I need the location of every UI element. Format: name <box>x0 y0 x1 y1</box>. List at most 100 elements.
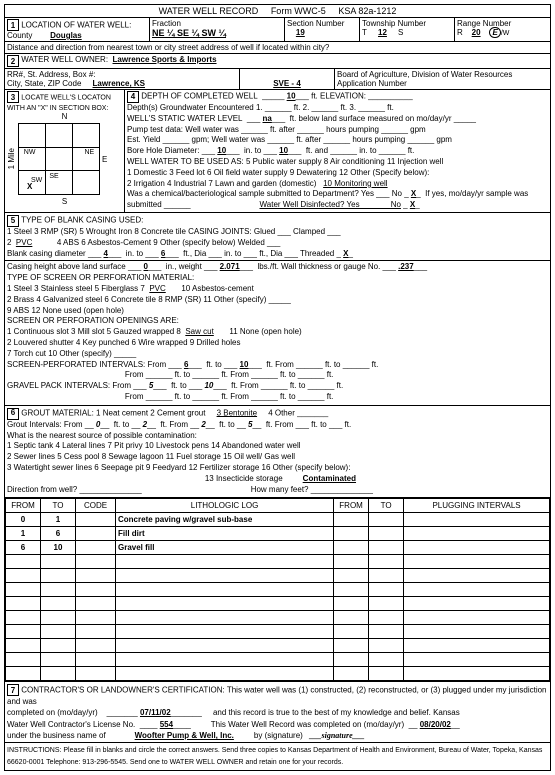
other-grout: 4 Other _______ <box>268 408 328 417</box>
table-cell <box>404 653 550 667</box>
gi-a: 0 <box>96 420 100 429</box>
table-cell: 6 <box>41 527 76 541</box>
r1: 1 Steel 3 RMP (SR) 5 Wrought Iron 8 Conc… <box>7 227 341 236</box>
table-cell <box>404 625 550 639</box>
r3x: X <box>343 249 348 258</box>
form-container: WATER WELL RECORD Form WWC-5 KSA 82a-121… <box>4 4 551 771</box>
table-row: 01Concrete paving w/gravel sub-base <box>6 513 550 527</box>
table-cell <box>41 555 76 569</box>
table-cell <box>76 653 116 667</box>
o3: 7 Torch cut 10 Other (specify) _____ <box>7 349 136 358</box>
gi-d: ft. From <box>160 420 188 429</box>
table-cell <box>41 583 76 597</box>
l5a: Bore Hole Diameter: <box>127 146 199 155</box>
nw: NW <box>24 149 36 156</box>
frac-val: NE ¼ SE ¼ SW ¼ <box>152 28 226 38</box>
r3a: Blank casing diameter <box>7 249 86 258</box>
howmany: How many feet? ______________ <box>251 485 373 494</box>
sec7-num: 7 <box>7 684 19 696</box>
gi-h: ft. From ___ ft. to ___ ft. <box>266 420 351 429</box>
table-cell <box>116 667 334 681</box>
table-cell <box>76 639 116 653</box>
spi-a: 6 <box>184 360 188 369</box>
gi-c: 2 <box>143 420 147 429</box>
table-cell <box>404 541 550 555</box>
sw: SW <box>31 177 42 184</box>
table-cell <box>404 667 550 681</box>
rec-text: This Water Well Record was completed on … <box>211 720 404 729</box>
l9b: If yes, mo/day/yr sample was <box>425 189 528 198</box>
twp-t: T <box>362 28 367 37</box>
l8b: 10 Monitoring well <box>323 179 387 188</box>
table-cell: Fill dirt <box>116 527 334 541</box>
r4f: .237 <box>398 262 414 271</box>
owner-val: Lawrence Sports & Imports <box>113 55 217 67</box>
table-cell <box>116 583 334 597</box>
table-cell <box>334 667 369 681</box>
table-row: 16Fill dirt <box>6 527 550 541</box>
location-grid[interactable]: NW NE SW SE X <box>18 123 100 195</box>
table-cell <box>6 555 41 569</box>
mile-lbl: 1 Mile <box>7 148 16 169</box>
o1c: 11 None (open hole) <box>229 327 301 336</box>
o2: 2 Louvered shutter 4 Key punched 6 Wire … <box>7 338 240 347</box>
l5e: ft. and ______ in. to ______ ft. <box>306 146 415 155</box>
table-cell <box>76 667 116 681</box>
r4d: 2.071 <box>220 262 240 271</box>
sec4-num: 4 <box>127 91 139 103</box>
c3b: 13 Insecticide storage <box>205 474 283 483</box>
gi-g: 5 <box>248 420 252 429</box>
county-lbl: County <box>7 31 32 40</box>
table-cell <box>334 583 369 597</box>
county-val: Douglas <box>50 31 82 40</box>
spi-d: ft. From ______ ft. to ______ ft. <box>266 360 378 369</box>
table-cell <box>369 583 404 597</box>
ft-elev: ft. ELEVATION: <box>311 92 366 101</box>
sec5-label: TYPE OF BLANK CASING USED: <box>21 216 143 225</box>
table-cell <box>369 513 404 527</box>
table-cell <box>334 527 369 541</box>
sec2-num: 2 <box>7 55 19 67</box>
l5d: 10 <box>279 146 288 155</box>
spi2: From ______ ft. to ______ ft. From _____… <box>125 370 334 379</box>
l8a: 2 Irrigation 4 Industrial 7 Lawn and gar… <box>127 179 316 188</box>
r4a: Casing height above land surface <box>7 262 126 271</box>
table-cell <box>76 555 116 569</box>
table-cell <box>116 611 334 625</box>
bus-lbl: under the business name of <box>7 731 106 740</box>
log-header: PLUGGING INTERVALS <box>404 499 550 513</box>
table-cell <box>334 625 369 639</box>
rr-lbl: RR#, St. Address, Box #: <box>7 70 95 79</box>
table-cell <box>76 611 116 625</box>
c1: 1 Septic tank 4 Lateral lines 7 Pit priv… <box>7 441 301 450</box>
x-mark: X <box>27 182 32 191</box>
l6: WELL WATER TO BE USED AS: 5 Public water… <box>127 157 443 166</box>
dir-from: Direction from well? ______________ <box>7 485 142 494</box>
sec1-dist: Distance and direction from nearest town… <box>5 42 550 54</box>
table-cell: 1 <box>41 513 76 527</box>
r3e: ft., Dia ___ in. to ___ ft., Dia ___ Thr… <box>183 249 334 258</box>
table-cell <box>6 625 41 639</box>
form-no: Form WWC-5 <box>271 6 326 16</box>
table-cell: 10 <box>41 541 76 555</box>
twp-lbl: Township Number <box>362 19 426 28</box>
sec5: 5 TYPE OF BLANK CASING USED: 1 Steel 3 R… <box>5 213 550 406</box>
r3d: 6 <box>161 249 165 258</box>
log-header: LITHOLOGIC LOG <box>116 499 334 513</box>
board-text: Board of Agriculture, Division of Water … <box>337 70 512 79</box>
spi: SCREEN-PERFORATED INTERVALS: From <box>7 360 166 369</box>
l9x: X <box>411 189 416 198</box>
log-header: CODE <box>76 499 116 513</box>
table-row <box>6 597 550 611</box>
gi-b: ft. to <box>114 420 130 429</box>
rng-lbl: Range Number <box>457 19 511 28</box>
table-cell <box>41 597 76 611</box>
sec-val: 19 <box>296 28 305 37</box>
s3: 9 ABS 12 None used (open hole) <box>7 306 124 315</box>
s1c: 10 Asbestos-cement <box>181 284 253 293</box>
l1: Depth(s) Groundwater Encountered 1. ____… <box>127 103 394 112</box>
sec2-label: WATER WELL OWNER: <box>21 55 108 67</box>
form-title: WATER WELL RECORD Form WWC-5 KSA 82a-121… <box>5 5 550 18</box>
frac-lbl: Fraction <box>152 19 181 28</box>
sec3-num: 3 <box>7 91 19 103</box>
